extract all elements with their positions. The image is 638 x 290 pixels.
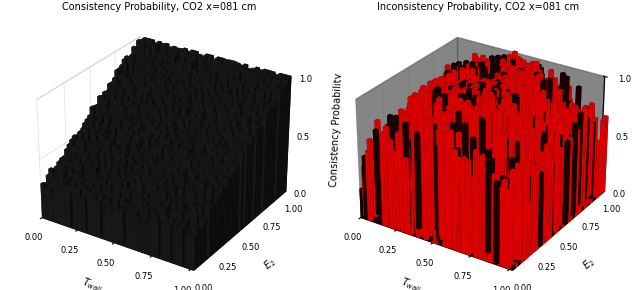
Y-axis label: $E_2$: $E_2$ [580,255,598,273]
Title: Inconsistency Probability, CO2 x=081 cm: Inconsistency Probability, CO2 x=081 cm [377,2,579,12]
X-axis label: $T_{wall}$: $T_{wall}$ [399,275,424,290]
X-axis label: $T_{wall}$: $T_{wall}$ [80,275,105,290]
Y-axis label: $E_2$: $E_2$ [261,255,279,273]
Title: Consistency Probability, CO2 x=081 cm: Consistency Probability, CO2 x=081 cm [63,2,257,12]
